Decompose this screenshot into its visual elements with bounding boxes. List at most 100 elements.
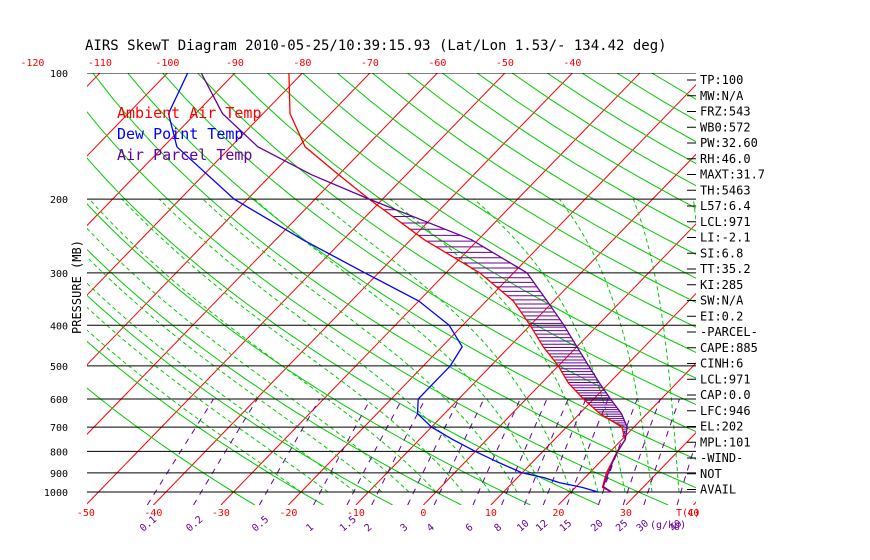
top-temp-tick-label: -120 — [20, 58, 44, 69]
moist-adiabat-line — [87, 227, 410, 493]
isotherm-line — [87, 73, 371, 366]
bottom-temp-tick-label: 0 — [420, 508, 426, 519]
index-label: SI:6.8 — [700, 246, 743, 260]
index-label: EI:0.2 — [700, 309, 743, 323]
top-temp-axis: -120 -110 -100 -90 -80 -70 -60 -50 -40 — [20, 58, 581, 69]
moist-adiabat-line — [87, 329, 302, 493]
mixing-ratio-line — [643, 398, 680, 505]
mixing-ratio-line — [472, 398, 521, 505]
index-label: LCL:971 — [700, 372, 751, 386]
mixing-ratio-label: 3 — [399, 522, 411, 534]
series-line — [200, 73, 628, 493]
dry-adiabat-line — [92, 73, 696, 489]
index-label: FRZ:543 — [700, 105, 751, 119]
dry-adiabat-line — [87, 203, 531, 505]
top-temp-tick-label: -60 — [428, 58, 446, 69]
index-label: LI:-2.1 — [700, 231, 751, 245]
series-line — [288, 73, 626, 493]
index-label: AVAIL — [700, 483, 736, 497]
dry-adiabat-line — [87, 340, 324, 505]
dry-adiabat-line — [232, 73, 696, 379]
moist-adiabat-line — [87, 306, 329, 493]
pressure-axis: 100 200 300 400 500 600 700 800 900 1000 — [44, 69, 68, 499]
index-label: LCL:971 — [700, 215, 751, 229]
index-label: PW:32.60 — [700, 136, 758, 150]
mixing-ratio-label: 25 — [614, 518, 630, 534]
top-temp-tick-label: -110 — [88, 58, 112, 69]
pressure-tick-label: 100 — [50, 69, 68, 80]
mixing-ratio-label: 10 — [515, 518, 531, 534]
mixing-ratio-label: 20 — [589, 518, 605, 534]
bottom-temp-tick-label: 20 — [552, 508, 564, 519]
dry-adiabat-line — [302, 73, 696, 328]
index-label: LFC:946 — [700, 404, 751, 418]
isotherm-line — [220, 73, 641, 505]
dry-adiabat-line — [371, 73, 696, 279]
pressure-tick-label: 900 — [50, 469, 68, 480]
top-temp-tick-label: -100 — [155, 58, 179, 69]
index-label: SW:N/A — [700, 294, 744, 308]
bottom-temp-tick-label: -30 — [212, 508, 230, 519]
mixing-ratio-label: 8 — [492, 522, 504, 534]
legend-entry: Ambient Air Temp — [117, 104, 262, 122]
y-axis-label: PRESSURE (MB) — [70, 240, 84, 334]
moist-adiabat-line — [389, 198, 599, 493]
dry-adiabat-line — [336, 73, 696, 303]
isotherm-line — [625, 432, 696, 505]
isotherm-line — [87, 73, 506, 505]
isotherm-line — [153, 73, 573, 505]
moist-adiabat-line — [254, 198, 545, 493]
bottom-axis: -50 -40 -30 -20 -10 0 10 20 30 40T(C)0.1 0.2 0.5 1 1.… — [77, 508, 700, 534]
top-temp-tick-label: -80 — [293, 58, 311, 69]
isotherm-line — [0, 73, 32, 505]
dry-adiabat-line — [87, 111, 669, 505]
pressure-tick-label: 800 — [50, 447, 68, 458]
moist-adiabat-line — [315, 198, 572, 493]
temp-unit-label: T(C) — [676, 508, 700, 519]
chart-title: AIRS SkewT Diagram 2010-05-25/10:39:15.9… — [85, 38, 667, 54]
index-label: -PARCEL- — [700, 325, 758, 339]
dry-adiabat-line — [406, 73, 696, 255]
index-label: TT:35.2 — [700, 262, 751, 276]
isotherm-line — [761, 73, 870, 505]
top-temp-tick-label: -50 — [496, 58, 514, 69]
dry-adiabat-line — [87, 294, 393, 505]
mixing-ratio-line — [523, 398, 569, 505]
isotherm-line — [490, 292, 696, 505]
index-label: CINH:6 — [700, 357, 743, 371]
dry-adiabat-line — [197, 73, 696, 406]
bottom-temp-tick-label: 40 — [687, 508, 699, 519]
mixing-ratio-line — [433, 398, 485, 505]
dry-adiabat-line — [476, 73, 696, 209]
mixing-ratio-line — [193, 398, 258, 505]
mixing-ratio-line — [407, 398, 460, 505]
index-label: MPL:101 — [700, 435, 751, 449]
mixing-ratio-line — [676, 441, 696, 505]
profile-lines — [167, 73, 628, 493]
isotherm-line — [87, 73, 101, 88]
pressure-tick-label: 200 — [50, 195, 68, 206]
index-label: -WIND- — [700, 451, 743, 465]
dry-adiabat-line — [267, 73, 696, 353]
legend-entry: Air Parcel Temp — [117, 146, 252, 164]
mixing-ratio-label: 6 — [464, 522, 476, 534]
pressure-tick-label: 600 — [50, 395, 68, 406]
mixing-ratio-label: 0.2 — [184, 514, 205, 534]
index-label: MW:N/A — [700, 89, 744, 103]
bottom-temp-tick-label: -40 — [144, 508, 162, 519]
mixing-ratio-label: 4 — [425, 522, 437, 534]
mixing-ratio-line — [346, 398, 403, 505]
isotherm-line — [423, 223, 696, 505]
dry-adiabat-line — [651, 73, 696, 100]
index-label: L57:6.4 — [700, 199, 751, 213]
top-temp-tick-label: -40 — [563, 58, 581, 69]
pressure-tick-label: 400 — [50, 321, 68, 332]
dry-adiabat-line — [87, 248, 462, 505]
moist-adiabat-line — [632, 198, 680, 493]
mixing-ratio-line — [501, 398, 548, 505]
bottom-temp-tick-label: 30 — [620, 508, 632, 519]
legend: Ambient Air Temp Dew Point Temp Air Parcel… — [117, 104, 262, 164]
index-label: MAXT:31.7 — [700, 168, 765, 182]
mixing-ratio-label: 15 — [558, 518, 574, 534]
